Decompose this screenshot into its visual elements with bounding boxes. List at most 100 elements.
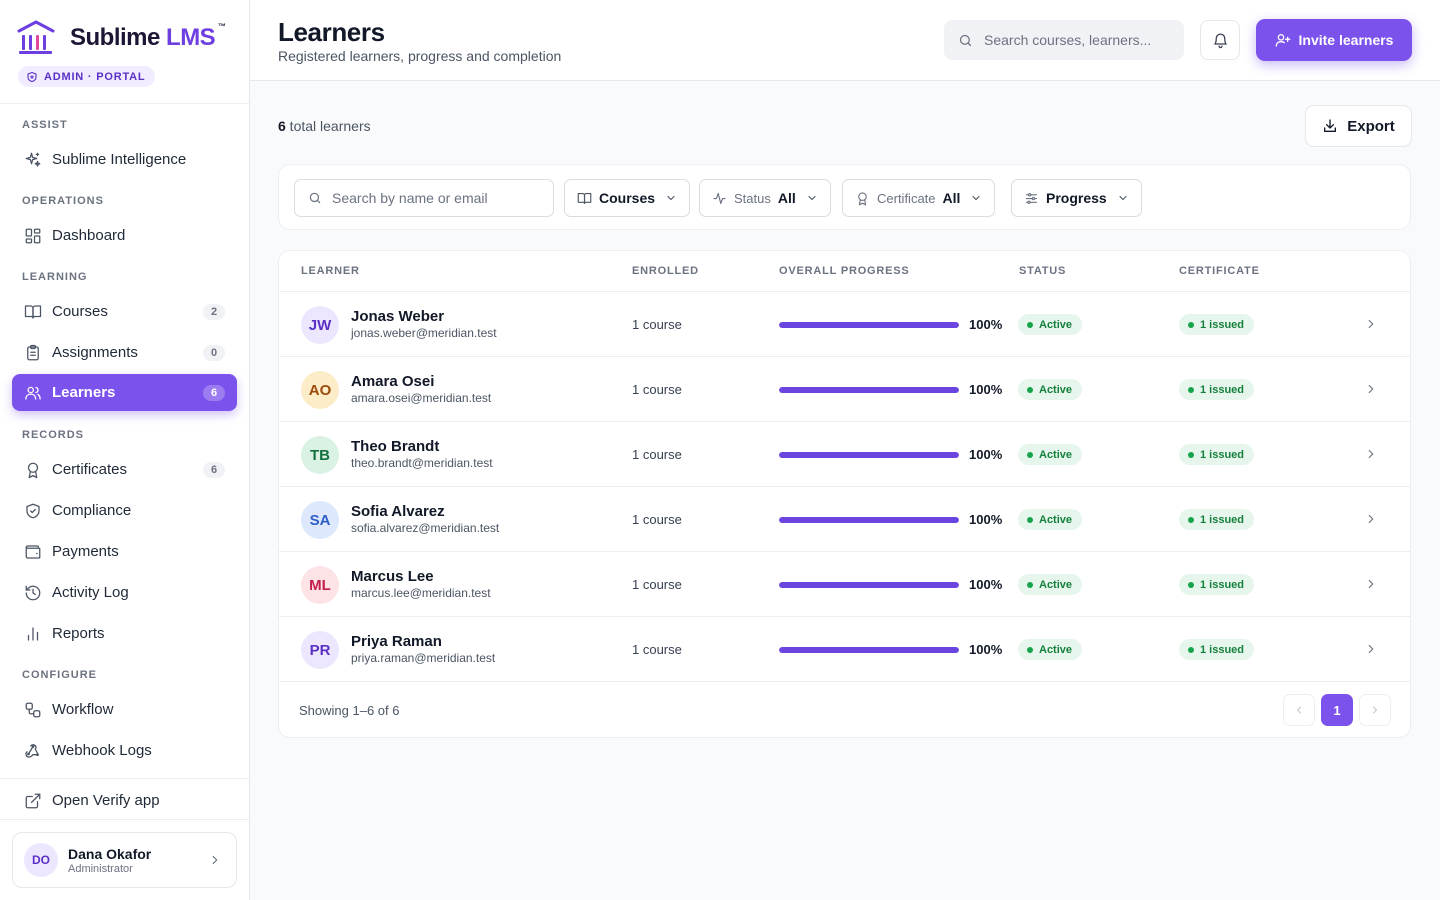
sidebar-item-compliance[interactable]: Compliance [12,492,237,529]
table-row[interactable]: AO Amara Osei amara.osei@meridian.test 1 co… [279,357,1410,422]
page-button-current[interactable]: 1 [1321,694,1353,726]
progress-percent: 100% [969,317,1003,332]
user-plus-icon [1275,34,1290,47]
table-row[interactable]: TB Theo Brandt theo.brandt@meridian.test 1 … [279,422,1410,487]
status-dot [1027,646,1033,653]
invite-learners-button[interactable]: Invite learners [1256,19,1412,61]
download-icon [1324,119,1337,132]
certificate-dot [1188,581,1194,588]
sidebar-item-open-verify-app[interactable]: Open Verify app [12,782,237,819]
sidebar-item-webhook-logs[interactable]: Webhook Logs [12,732,237,769]
wallet-icon [24,543,42,561]
next-page-button[interactable] [1359,694,1391,726]
certificate-dot [1188,386,1194,393]
certificate-filter-label: Certificate [877,190,936,206]
progress-percent: 100% [969,382,1003,397]
sidebar-item-learners[interactable]: Learners 6 [12,374,237,411]
progress-filter-dropdown[interactable]: Progress [1011,179,1142,217]
book-icon [24,303,42,321]
progress-bar-fill [779,322,959,328]
status-filter-value: All [777,190,796,206]
certificate-dot [1188,516,1194,523]
external-link-icon [24,792,42,810]
sidebar-item-certificates[interactable]: Certificates 6 [12,451,237,488]
sidebar: Sublime LMS ™ ADMIN · PORTAL ASSIST Subl… [0,0,250,900]
nav-section-operations: OPERATIONS [22,195,104,207]
bell-icon [1213,32,1227,48]
learner-email: amara.osei@meridian.test [351,391,492,405]
sidebar-item-workflow[interactable]: Workflow [12,691,237,728]
learner-email: sofia.alvarez@meridian.test [351,521,500,535]
portal-badge: ADMIN · PORTAL [18,66,156,87]
enrolled-count: 1 course [632,317,682,332]
sidebar-item-label: Compliance [52,502,132,519]
sidebar-item-label: Workflow [52,701,114,718]
learner-search-input[interactable] [332,190,552,206]
status-badge: Active [1018,379,1083,400]
filter-bar: Courses Status All Certificate All Progr… [278,164,1411,230]
certificates-count-badge: 6 [203,461,225,478]
book-icon [577,192,592,204]
sidebar-item-dashboard[interactable]: Dashboard [12,217,237,254]
avatar: TB [301,436,339,474]
table-row[interactable]: PR Priya Raman priya.raman@meridian.test 1 … [279,617,1410,682]
progress-bar [779,452,959,458]
notifications-button[interactable] [1200,20,1240,60]
dashboard-grid-icon [24,227,42,245]
column-header-enrolled: ENROLLED [632,265,699,277]
progress-filter-label: Progress [1046,190,1107,206]
table-header: LEARNER ENROLLED OVERALL PROGRESS STATUS… [279,251,1410,292]
learner-search[interactable] [294,179,554,217]
total-learners-label: total learners [285,118,371,134]
learner-name: Jonas Weber [351,308,445,325]
sidebar-item-reports[interactable]: Reports [12,615,237,652]
enrolled-count: 1 course [632,512,682,527]
sidebar-item-sublime-intelligence[interactable]: Sublime Intelligence [12,141,237,178]
global-search[interactable] [944,20,1184,60]
user-meta: Dana Okafor Administrator [68,846,151,875]
sidebar-item-activity-log[interactable]: Activity Log [12,574,237,611]
learner-name: Theo Brandt [351,438,440,455]
courses-filter-dropdown[interactable]: Courses [564,179,691,217]
nav-section-assist: ASSIST [22,119,68,131]
global-search-input[interactable] [984,32,1174,48]
certificate-label: 1 issued [1200,448,1245,461]
status-filter-dropdown[interactable]: Status All [699,179,831,217]
sidebar-item-payments[interactable]: Payments [12,533,237,570]
export-button[interactable]: Export [1305,105,1412,147]
learner-name: Marcus Lee [351,568,434,585]
avatar: SA [301,501,339,539]
previous-page-button[interactable] [1283,694,1315,726]
status-dot [1027,386,1033,393]
chevron-down-icon [667,195,675,201]
sidebar-item-label: Reports [52,625,105,642]
certificate-filter-dropdown[interactable]: Certificate All [842,179,996,217]
table-row[interactable]: ML Marcus Lee marcus.lee@meridian.test 1 co… [279,552,1410,617]
search-icon [309,192,321,204]
chevron-right-icon [1368,514,1374,524]
sidebar-item-label: Sublime Intelligence [52,151,187,168]
nav-section-records: RECORDS [22,429,85,441]
avatar: PR [301,631,339,669]
learners-count-badge: 6 [203,384,225,401]
page-title: Learners [278,17,385,47]
table-row[interactable]: JW Jonas Weber jonas.weber@meridian.test 1 … [279,292,1410,357]
certificate-badge: 1 issued [1179,509,1255,530]
table-row[interactable]: SA Sofia Alvarez sofia.alvarez@meridian.te… [279,487,1410,552]
status-badge: Active [1018,574,1083,595]
avatar: DO [24,843,58,877]
certificate-filter-value: All [942,190,961,206]
total-learners-count: 6 [278,118,286,134]
avatar: AO [301,371,339,409]
courses-count-badge: 2 [203,303,225,320]
chevron-right-icon [1368,449,1374,459]
sidebar-item-courses[interactable]: Courses 2 [12,293,237,330]
status-label: Active [1039,318,1073,331]
sidebar-divider [0,778,249,779]
progress-bar-fill [779,387,959,393]
user-profile-card[interactable]: DO Dana Okafor Administrator [12,832,237,888]
sidebar-item-label: Webhook Logs [52,742,152,759]
sidebar-item-assignments[interactable]: Assignments 0 [12,334,237,371]
enrolled-count: 1 course [632,642,682,657]
certificate-dot [1188,451,1194,458]
